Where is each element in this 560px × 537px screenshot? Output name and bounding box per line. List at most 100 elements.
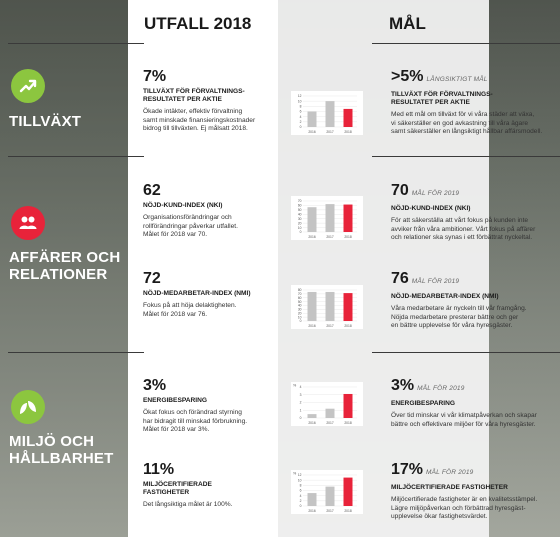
y-tick-label: 50 (298, 208, 302, 212)
y-axis-label: % (293, 472, 297, 476)
y-tick-label: 20 (298, 221, 302, 225)
x-tick-label: 2018 (344, 509, 352, 513)
y-tick-label: 0 (300, 125, 302, 129)
outcome-title: ENERGIBESPARING (143, 397, 207, 404)
outcome-title: NÖJD-KUND-INDEX (NKI) (143, 202, 223, 209)
goal-tag: MÅL FÖR 2019 (417, 385, 465, 392)
category-label: MILJÖ OCH HÅLLBARHET (9, 433, 114, 467)
goal-description: Över tid minskar vi vår klimatpåverkan o… (391, 412, 537, 428)
bar (325, 291, 335, 321)
background-right (489, 0, 560, 537)
trend-up-icon (19, 79, 37, 93)
goal-value: 3% MÅL FÖR 2019 (391, 377, 465, 394)
goal-title: TILLVÄXT FÖR FÖRVALTNINGS- RESULTATET PE… (391, 91, 493, 106)
x-tick-label: 2017 (326, 130, 334, 134)
divider-left (8, 352, 144, 353)
y-tick-label: 4 (300, 494, 302, 498)
bar (343, 293, 353, 321)
y-tick-label: 50 (298, 300, 302, 304)
goal-title: MILJÖCERTIFIERADE FASTIGHETER (391, 484, 508, 491)
goal-title: NÖJD-MEDARBETAR-INDEX (NMI) (391, 293, 499, 300)
goal-header: MÅL (389, 14, 426, 33)
bar (325, 408, 335, 418)
y-tick-label: 2 (300, 401, 302, 405)
goal-description: Våra medarbetare är nyckeln till vår fra… (391, 305, 527, 330)
leaf-icon (20, 401, 36, 414)
category-icon-circle (11, 69, 45, 103)
bar-chart: 0 10 20 30 40 50 60 70 80 2016 2017 2018 (291, 285, 363, 329)
y-tick-label: 60 (298, 296, 302, 300)
bar (307, 207, 317, 232)
divider-right (372, 43, 560, 44)
y-tick-label: 80 (298, 288, 302, 292)
outcome-block: 62 NÖJD-KUND-INDEX (NKI) Organisationsfö… (143, 182, 277, 240)
x-tick-label: 2016 (308, 130, 316, 134)
goal-tag: MÅL FÖR 2019 (426, 469, 474, 476)
x-tick-label: 2018 (344, 130, 352, 134)
y-tick-label: 10 (298, 478, 302, 482)
divider-right (372, 156, 560, 157)
goal-title: ENERGIBESPARING (391, 400, 455, 407)
bar-chart: % 0 2 4 6 8 10 12 2016 2017 2018 (291, 470, 363, 514)
outcome-description: Det långsiktiga målet är 100%. (143, 501, 233, 508)
x-tick-label: 2017 (326, 324, 334, 328)
y-tick-label: 70 (298, 292, 302, 296)
divider-right (372, 352, 560, 353)
outcome-block: 72 NÖJD-MEDARBETAR-INDEX (NMI) Fokus på … (143, 270, 277, 319)
outcome-description: Ökat fokus och förändrad styrning har bi… (143, 409, 248, 434)
y-tick-label: 0 (300, 230, 302, 234)
y-tick-label: 0 (300, 319, 302, 323)
y-tick-label: 70 (298, 199, 302, 203)
goal-value: >5% LÅNGSIKTIGT MÅL (391, 68, 488, 85)
y-axis-label: % (293, 384, 297, 388)
goal-title: NÖJD-KUND-INDEX (NKI) (391, 205, 471, 212)
divider-left (8, 156, 144, 157)
x-tick-label: 2017 (326, 235, 334, 239)
outcome-value: 72 (143, 270, 161, 287)
y-tick-label: 30 (298, 308, 302, 312)
goal-block: 17% MÅL FÖR 2019 MILJÖCERTIFIERADE FASTIG… (391, 461, 559, 522)
outcome-block: 3% ENERGIBESPARING Ökat fokus och föränd… (143, 377, 277, 435)
goal-block: 76 MÅL FÖR 2019 NÖJD-MEDARBETAR-INDEX (NM… (391, 270, 559, 331)
x-tick-label: 2016 (308, 421, 316, 425)
outcome-description: Fokus på att höja delaktigheten. Målet f… (143, 302, 237, 318)
outcome-value: 3% (143, 377, 167, 394)
category-label: TILLVÄXT (9, 113, 82, 130)
y-tick-label: 40 (298, 304, 302, 308)
x-tick-label: 2018 (344, 324, 352, 328)
bar-chart: % 0 1 2 3 4 2016 2017 2018 (291, 382, 363, 426)
bar (343, 108, 353, 127)
y-tick-label: 6 (300, 110, 302, 114)
y-tick-label: 12 (298, 94, 302, 98)
x-tick-label: 2017 (326, 509, 334, 513)
divider-left (8, 43, 144, 44)
outcome-value: 62 (143, 182, 161, 199)
bar (307, 414, 317, 418)
outcome-header: UTFALL 2018 (144, 14, 252, 33)
goal-description: För att säkerställa att vårt fokus på ku… (391, 217, 536, 242)
y-tick-label: 10 (298, 99, 302, 103)
x-tick-label: 2018 (344, 235, 352, 239)
people-icon (19, 216, 37, 229)
x-tick-label: 2017 (326, 421, 334, 425)
y-tick-label: 40 (298, 212, 302, 216)
x-tick-label: 2018 (344, 421, 352, 425)
outcome-title: TILLVÄXT FÖR FÖRVALTNINGS- RESULTATET PE… (143, 88, 245, 103)
category-label: AFFÄRER OCH RELATIONER (9, 249, 121, 283)
bar-chart: 0 2 4 6 8 10 12 2016 2017 2018 (291, 91, 363, 135)
goal-column (278, 0, 489, 537)
y-tick-label: 6 (300, 489, 302, 493)
y-tick-label: 10 (298, 226, 302, 230)
outcome-block: 7% TILLVÄXT FÖR FÖRVALTNINGS- RESULTATET… (143, 68, 277, 134)
outcome-column (128, 0, 278, 537)
y-tick-label: 12 (298, 473, 302, 477)
y-tick-label: 20 (298, 311, 302, 315)
goal-description: Med ett mål om tillväxt för vi våra städ… (391, 111, 543, 136)
x-tick-label: 2016 (308, 235, 316, 239)
y-tick-label: 3 (300, 393, 302, 397)
y-tick-label: 1 (300, 408, 302, 412)
bar (325, 486, 335, 506)
